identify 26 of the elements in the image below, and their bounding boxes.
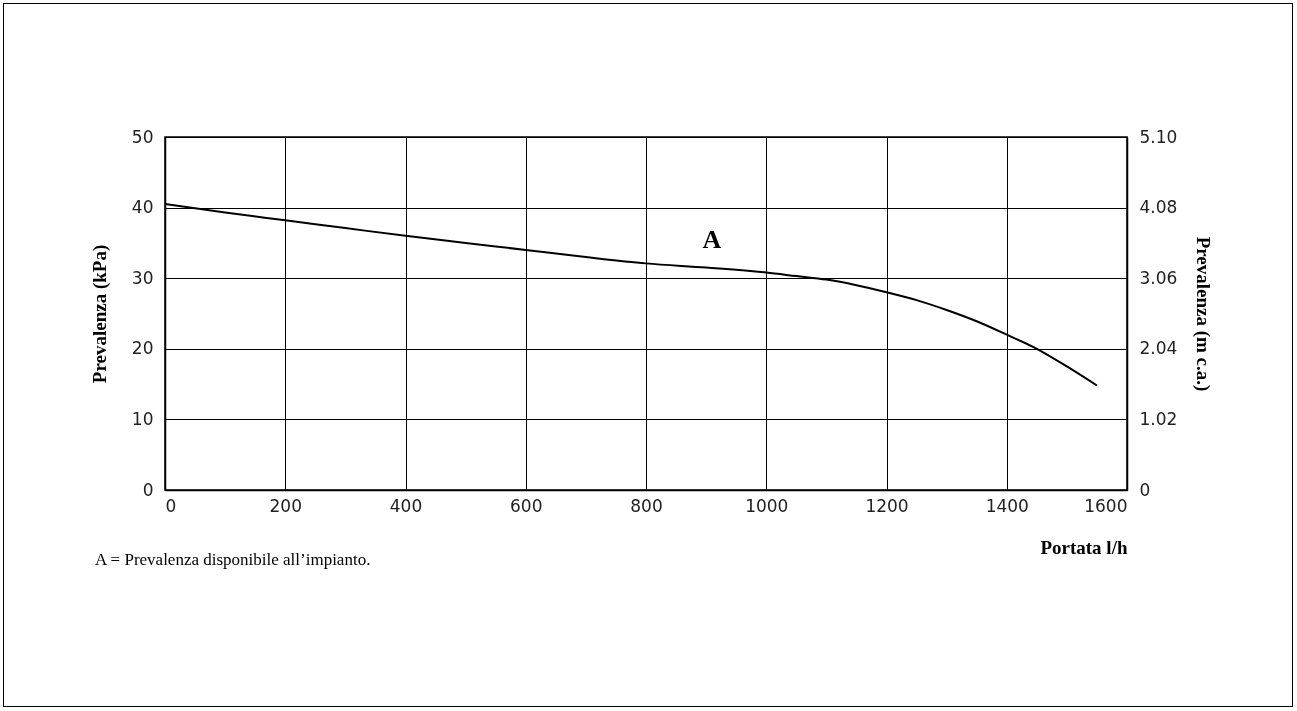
- x-tick-label: 400: [389, 495, 423, 516]
- y-tick-label: 50: [131, 126, 154, 147]
- x-tick-label: 1600: [1084, 495, 1128, 516]
- y2-tick-label: 4.08: [1139, 197, 1178, 218]
- y-tick-label: 30: [131, 267, 154, 288]
- x-tick-label: 200: [269, 495, 302, 516]
- annotation: A: [702, 225, 722, 254]
- y-tick-label: 40: [131, 197, 154, 218]
- x-tick-label: 1000: [745, 495, 789, 516]
- x-axis-title: Portata l/h: [1040, 536, 1128, 558]
- y2-tick-label: 3.06: [1139, 267, 1178, 288]
- y-tick-label: 20: [131, 338, 154, 359]
- y2-tick-label: 5.10: [1139, 126, 1178, 147]
- x-tick-label: 1400: [985, 495, 1029, 516]
- y2-tick-label: 1.02: [1139, 408, 1178, 429]
- y-axis-title: Prevalenza (kPa): [88, 244, 111, 384]
- y2-tick-label: 2.04: [1139, 338, 1178, 359]
- y2-tick-label: 0: [1139, 479, 1151, 500]
- x-tick-label: 600: [510, 495, 543, 516]
- y2-axis-title: Prevalenza (m c.a.): [1192, 236, 1215, 392]
- x-tick-label: 800: [630, 495, 663, 516]
- x-tick-label: 1200: [865, 495, 909, 516]
- y-tick-label: 0: [142, 479, 154, 500]
- x-tick-label: 0: [165, 495, 177, 516]
- y-tick-label: 10: [131, 408, 154, 429]
- text: A = Prevalenza disponibile all’impianto.: [95, 550, 371, 569]
